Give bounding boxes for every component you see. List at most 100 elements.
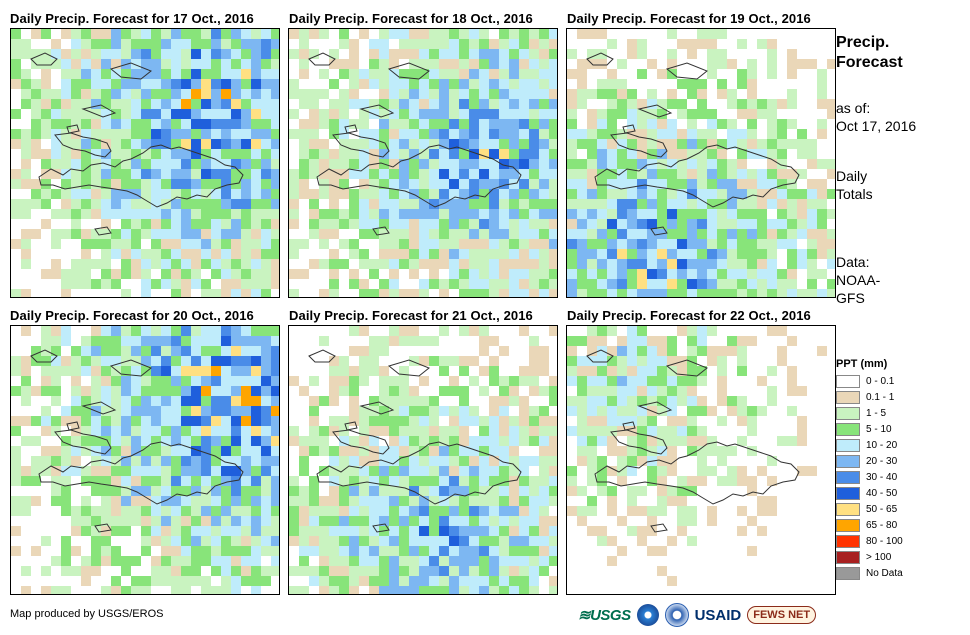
- precip-cell: [309, 139, 319, 149]
- precip-cell: [429, 89, 439, 99]
- precip-cell: [717, 346, 727, 356]
- precip-cell: [617, 546, 627, 556]
- precip-cell: [797, 159, 807, 169]
- precip-cell: [121, 129, 131, 139]
- precip-cell: [627, 279, 637, 289]
- precip-cell: [499, 526, 509, 536]
- precip-cell: [121, 586, 131, 594]
- precip-cell: [11, 346, 21, 356]
- precip-cell: [627, 526, 637, 536]
- precip-cell: [519, 49, 529, 59]
- precip-cell: [369, 39, 379, 49]
- precip-cell: [429, 289, 439, 297]
- precip-cell: [677, 436, 687, 446]
- precip-cell: [807, 29, 817, 39]
- precip-cell: [409, 109, 419, 119]
- precip-cell: [61, 59, 71, 69]
- precip-cell: [231, 326, 241, 336]
- precip-cell: [627, 259, 637, 269]
- legend-label: 50 - 65: [866, 503, 898, 515]
- precip-cell: [617, 79, 627, 89]
- precip-cell: [61, 526, 71, 536]
- precip-cell: [21, 426, 31, 436]
- precip-cell: [737, 209, 747, 219]
- precip-cell: [727, 396, 737, 406]
- precip-cell: [241, 586, 251, 594]
- precip-cell: [131, 446, 141, 456]
- precip-cell: [567, 159, 577, 169]
- precip-cell: [271, 219, 279, 229]
- precip-cell: [747, 129, 757, 139]
- precip-cell: [509, 229, 519, 239]
- precip-cell: [767, 259, 777, 269]
- precip-cell: [737, 169, 747, 179]
- precip-cell: [567, 436, 577, 446]
- precip-cell: [727, 386, 737, 396]
- precip-cell: [449, 356, 459, 366]
- precip-cell: [577, 279, 587, 289]
- precip-cell: [151, 199, 161, 209]
- precip-cell: [767, 189, 777, 199]
- precip-cell: [379, 59, 389, 69]
- precip-cell: [549, 109, 557, 119]
- precip-cell: [339, 456, 349, 466]
- precip-cell: [21, 109, 31, 119]
- precip-cell: [101, 199, 111, 209]
- precip-cell: [419, 99, 429, 109]
- precip-cell: [489, 536, 499, 546]
- precip-cell: [71, 506, 81, 516]
- precip-cell: [359, 376, 369, 386]
- precip-cell: [747, 269, 757, 279]
- precip-cell: [567, 346, 577, 356]
- precip-cell: [797, 536, 807, 546]
- precip-cell: [479, 396, 489, 406]
- precip-cell: [349, 229, 359, 239]
- precip-cell: [489, 546, 499, 556]
- precip-cell: [61, 516, 71, 526]
- precip-cell: [747, 279, 757, 289]
- precip-cell: [319, 159, 329, 169]
- precip-cell: [101, 356, 111, 366]
- precip-cell: [349, 466, 359, 476]
- precip-cell: [31, 259, 41, 269]
- precip-cell: [359, 179, 369, 189]
- precip-cell: [201, 566, 211, 576]
- precip-cell: [567, 119, 577, 129]
- legend-swatch: [836, 374, 860, 388]
- precip-cell: [817, 229, 827, 239]
- precip-cell: [101, 586, 111, 594]
- precip-cell: [399, 149, 409, 159]
- precip-cell: [191, 49, 201, 59]
- precip-cell: [81, 29, 91, 39]
- precip-cell: [449, 29, 459, 39]
- precip-cell: [101, 396, 111, 406]
- precip-cell: [479, 456, 489, 466]
- precip-cell: [161, 59, 171, 69]
- precip-cell: [329, 526, 339, 536]
- precip-cell: [299, 566, 309, 576]
- precip-cell: [71, 426, 81, 436]
- precip-cell: [509, 219, 519, 229]
- precip-cell: [479, 446, 489, 456]
- precip-cell: [459, 346, 469, 356]
- precip-cell: [489, 446, 499, 456]
- precip-map: [288, 28, 558, 298]
- precip-cell: [91, 279, 101, 289]
- precip-cell: [509, 576, 519, 586]
- precip-cell: [171, 576, 181, 586]
- precip-cell: [369, 59, 379, 69]
- precip-cell: [61, 436, 71, 446]
- precip-cell: [489, 29, 499, 39]
- precip-cell: [41, 169, 51, 179]
- precip-cell: [191, 179, 201, 189]
- precip-cell: [597, 269, 607, 279]
- precip-cell: [687, 386, 697, 396]
- precip-cell: [489, 376, 499, 386]
- precip-cell: [667, 376, 677, 386]
- precip-cell: [439, 209, 449, 219]
- precip-cell: [617, 279, 627, 289]
- precip-cell: [767, 396, 777, 406]
- precip-cell: [299, 346, 309, 356]
- precip-cell: [737, 356, 747, 366]
- precip-cell: [151, 376, 161, 386]
